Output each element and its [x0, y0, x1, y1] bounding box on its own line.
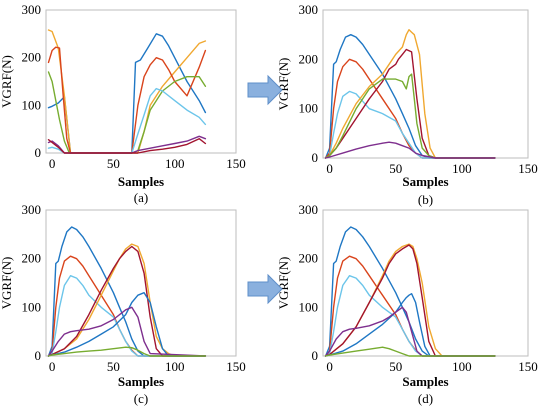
arrow-top-icon	[247, 74, 283, 106]
series-line	[324, 29, 496, 159]
series-line	[47, 243, 207, 357]
y-tick-label: 100	[22, 97, 42, 112]
series-line	[47, 275, 207, 357]
series-line	[324, 346, 496, 357]
chart-panel: 0 100 200 300 0 50 100 150 VGRF(N) Samples (b)	[276, 2, 538, 207]
y-tick-label: 0	[312, 150, 319, 165]
y-tick-label: 200	[22, 251, 42, 266]
x-tick-label: 50	[107, 359, 120, 374]
y-tick-label: 300	[299, 2, 319, 17]
x-tick-label: 50	[389, 359, 402, 374]
y-tick-label: 100	[22, 299, 42, 314]
chart-panel: 0 100 200 300 0 50 100 150 VGRF(N) Samples (d)	[276, 202, 538, 406]
y-axis-label: VGRF(N)	[0, 55, 14, 108]
series-line	[324, 306, 496, 357]
x-tick-label: 0	[49, 359, 56, 374]
chart-panel: 0 100 200 300 0 50 100 150 VGRF(N) Samples (c)	[0, 202, 246, 406]
x-tick-label: 100	[165, 156, 185, 171]
x-tick-label: 100	[452, 161, 472, 176]
x-tick-label: 0	[326, 359, 333, 374]
x-tick-label: 150	[518, 359, 538, 374]
y-tick-label: 0	[35, 348, 42, 363]
series-line	[324, 255, 496, 357]
series-line	[47, 306, 207, 357]
panel-caption: (d)	[418, 391, 433, 406]
series-line	[47, 138, 207, 154]
arrow-bottom-icon	[247, 273, 283, 305]
plot-frame	[322, 209, 529, 357]
chart-panel: 0 100 200 300 0 50 100 150 VGRF(N) Samples(a)	[0, 2, 246, 205]
y-tick-label: 0	[312, 348, 319, 363]
series-line	[324, 34, 496, 159]
y-tick-label: 0	[35, 145, 42, 160]
y-tick-label: 300	[22, 2, 42, 17]
series-line	[324, 243, 496, 357]
series-line	[47, 346, 207, 357]
y-tick-label: 200	[299, 251, 319, 266]
series-line	[47, 135, 207, 154]
y-axis-label: VGRF(N)	[0, 257, 14, 310]
y-tick-label: 100	[299, 299, 319, 314]
x-axis-label: Samples	[402, 374, 448, 389]
series-line	[47, 245, 207, 357]
x-tick-label: 150	[518, 161, 538, 176]
series-line	[47, 33, 207, 154]
series-line	[324, 48, 496, 159]
x-tick-label: 100	[165, 359, 185, 374]
series-line	[324, 226, 496, 357]
panel-caption: (c)	[134, 391, 148, 406]
series-line	[324, 275, 496, 357]
y-tick-label: 200	[299, 51, 319, 66]
plot-frame	[322, 9, 529, 159]
series-line	[47, 226, 207, 357]
x-tick-label: 50	[107, 156, 120, 171]
x-tick-label: 0	[326, 161, 333, 176]
plot-frame	[45, 9, 237, 154]
x-axis-label: Samples	[118, 174, 164, 189]
series-line	[324, 58, 496, 159]
series-line	[47, 71, 207, 154]
x-tick-label: 0	[49, 156, 56, 171]
x-axis-label: Samples	[118, 374, 164, 389]
series-line	[47, 29, 207, 154]
panel-caption: (b)	[418, 192, 433, 207]
x-tick-label: 100	[452, 359, 472, 374]
series-line	[324, 73, 496, 159]
y-axis-label: VGRF(N)	[276, 257, 291, 310]
x-axis-label: Samples	[402, 174, 448, 189]
series-line	[324, 141, 496, 159]
x-tick-label: 150	[226, 156, 246, 171]
y-tick-label: 100	[299, 101, 319, 116]
series-line	[324, 293, 496, 357]
series-line	[47, 87, 207, 154]
y-tick-label: 200	[22, 50, 42, 65]
x-tick-label: 150	[226, 359, 246, 374]
plot-frame	[45, 209, 237, 357]
y-tick-label: 300	[299, 202, 319, 217]
y-tick-label: 300	[22, 202, 42, 217]
y-axis-label: VGRF(N)	[276, 58, 291, 111]
panel-caption: (a)	[134, 190, 148, 205]
series-line	[324, 244, 496, 357]
x-tick-label: 50	[389, 161, 402, 176]
series-line	[324, 90, 496, 159]
